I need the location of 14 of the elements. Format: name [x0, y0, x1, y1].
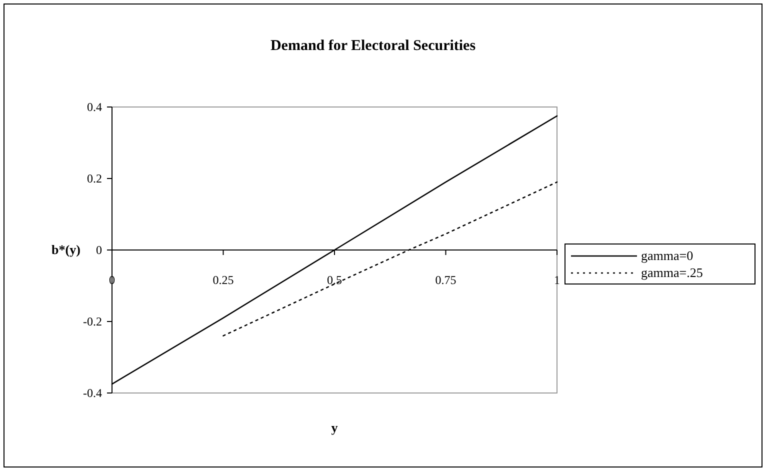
y-axis-title: b*(y): [52, 242, 80, 257]
text: gamma=.25: [641, 265, 703, 280]
y-tick-label: 0.2: [87, 172, 102, 186]
text: gamma=0: [641, 248, 694, 263]
x-tick-label: 1: [554, 273, 560, 287]
y-tick-label: 0: [96, 243, 102, 257]
y-tick-label: -0.4: [83, 386, 102, 400]
x-tick-label: 0.5: [327, 273, 342, 287]
y-tick-label: -0.2: [83, 314, 102, 328]
x-tick-label: 0.75: [435, 273, 456, 287]
y-tick-label: 0.4: [87, 100, 102, 114]
x-axis-title: y: [331, 420, 338, 435]
x-tick-label: 0.25: [212, 273, 234, 287]
chart-title: Demand for Electoral Securities: [270, 38, 476, 54]
